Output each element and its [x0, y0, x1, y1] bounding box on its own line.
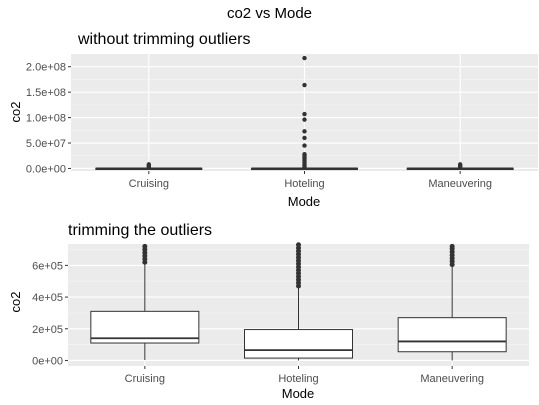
panel-1-plot: 0.0e+00 5.0e+07 1.0e+08 1.5e+08 2.0e+08 Cruis… [26, 54, 538, 190]
outlier-point [302, 82, 307, 88]
outlier-point [302, 111, 307, 117]
panel-1-ylabel: co2 [8, 102, 23, 123]
y-tick-label: 1.5e+08 [26, 87, 66, 99]
panel-1-title: without trimming outliers [77, 31, 251, 48]
box-body [244, 329, 353, 359]
y-tick-label: 0e+00 [32, 355, 63, 367]
outlier-point [302, 143, 307, 148]
y-tick-label: 5.0e+07 [26, 138, 66, 150]
outlier-point [302, 152, 307, 157]
panel-2-plot: 0e+00 2e+05 4e+05 6e+05 Cruising Hoteling Mane… [32, 242, 529, 385]
panel-2-title: trimming the outliers [68, 222, 212, 239]
figure-title: co2 vs Mode [227, 5, 312, 22]
x-tick-label: Cruising [129, 178, 169, 190]
y-tick-label: 6e+05 [32, 260, 63, 272]
outlier-point [296, 242, 301, 248]
y-tick-label: 4e+05 [32, 292, 63, 304]
x-tick-label: Maneuvering [428, 178, 492, 190]
outlier-point [302, 135, 307, 141]
panel-2-xlabel: Mode [282, 386, 315, 401]
y-tick-label: 2e+05 [32, 324, 63, 336]
outlier-point [449, 243, 455, 249]
outlier-point [142, 243, 148, 249]
x-tick-label: Hoteling [278, 373, 318, 385]
outlier-point [302, 55, 307, 61]
outlier-point [302, 129, 307, 134]
outlier-point [457, 162, 463, 167]
y-tick-label: 1.0e+08 [26, 113, 66, 125]
outlier-point [302, 117, 307, 122]
x-tick-label: Hoteling [284, 178, 324, 190]
y-tick-label: 0.0e+00 [26, 163, 66, 175]
panel-1-xlabel: Mode [288, 194, 321, 209]
panel-2-ylabel: co2 [8, 292, 23, 313]
box-body [397, 317, 507, 353]
outlier-point [146, 162, 152, 167]
x-tick-label: Maneuvering [420, 373, 484, 385]
y-tick-label: 2.0e+08 [26, 62, 66, 74]
x-tick-label: Cruising [125, 373, 165, 385]
